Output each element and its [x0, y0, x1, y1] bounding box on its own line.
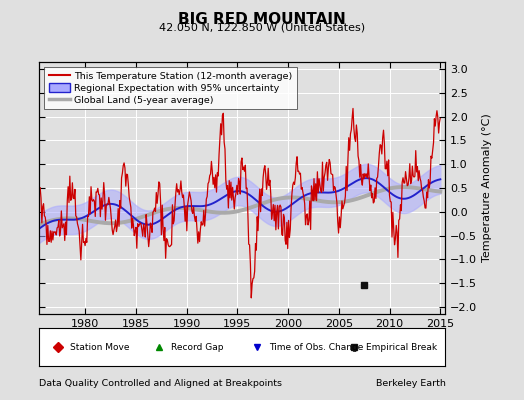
Text: Station Move: Station Move: [70, 342, 129, 352]
Text: Berkeley Earth: Berkeley Earth: [376, 379, 445, 388]
Text: BIG RED MOUNTAIN: BIG RED MOUNTAIN: [178, 12, 346, 27]
Text: 42.050 N, 122.850 W (United States): 42.050 N, 122.850 W (United States): [159, 22, 365, 32]
Legend: This Temperature Station (12-month average), Regional Expectation with 95% uncer: This Temperature Station (12-month avera…: [44, 67, 297, 109]
Text: Time of Obs. Change: Time of Obs. Change: [269, 342, 363, 352]
Text: Empirical Break: Empirical Break: [366, 342, 438, 352]
Y-axis label: Temperature Anomaly (°C): Temperature Anomaly (°C): [482, 114, 492, 262]
Text: Data Quality Controlled and Aligned at Breakpoints: Data Quality Controlled and Aligned at B…: [39, 379, 282, 388]
Text: Record Gap: Record Gap: [171, 342, 224, 352]
